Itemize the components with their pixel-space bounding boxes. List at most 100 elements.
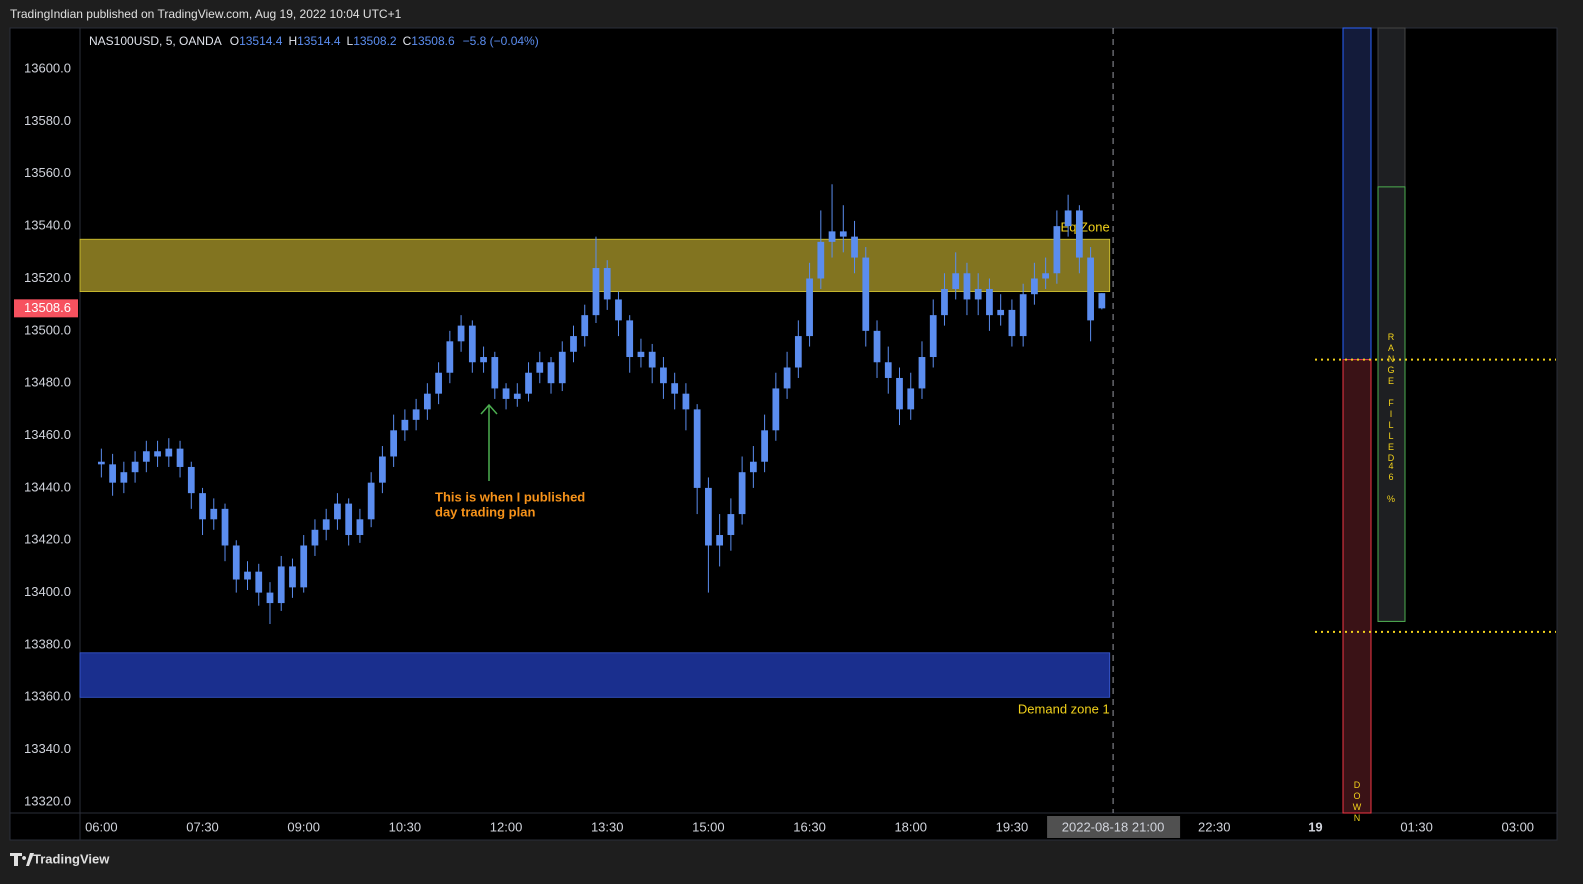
ohlc-letter: O — [230, 34, 239, 48]
candle-body — [547, 362, 555, 384]
ohlc-value: 13508.2 — [353, 34, 397, 48]
y-tick-label: 13460.0 — [24, 427, 71, 442]
candle-body — [232, 545, 240, 580]
candle-body — [289, 566, 296, 588]
candle-body — [761, 430, 768, 462]
down-label: DOWN — [1352, 780, 1362, 824]
candle-body — [120, 472, 128, 483]
x-tick-label: 19:30 — [996, 819, 1029, 834]
zone — [79, 652, 1111, 698]
y-tick-label: 13480.0 — [24, 375, 71, 390]
candle-body — [817, 241, 825, 279]
candle-body — [131, 461, 139, 473]
candle-body — [480, 357, 487, 363]
annotation: day trading plan — [435, 504, 535, 519]
candle-body — [277, 566, 285, 604]
candle-body — [502, 388, 510, 399]
last-price-label: 13508.6 — [24, 300, 71, 315]
y-tick-label: 13440.0 — [24, 479, 71, 494]
brand-logo — [10, 853, 34, 866]
candle-body — [367, 482, 375, 520]
candle-body — [918, 357, 926, 389]
candle-body — [468, 325, 476, 363]
candle-body — [401, 419, 409, 431]
y-tick-label: 13580.0 — [24, 113, 71, 128]
candle-body — [1075, 210, 1083, 258]
candle-body — [457, 325, 465, 342]
candle-body — [165, 448, 173, 457]
ohlc-value: 13514.4 — [297, 34, 341, 48]
candle-body — [1098, 293, 1106, 309]
ohlc-value: 13508.6 — [411, 34, 455, 48]
candle-body — [446, 341, 454, 373]
candle-body — [1064, 210, 1072, 227]
range-down-bar — [1342, 359, 1372, 814]
candle-body — [783, 367, 791, 389]
candle-body — [558, 351, 566, 384]
candle-body — [210, 508, 218, 520]
candle-body — [839, 231, 847, 237]
candle-body — [109, 464, 116, 483]
crosshair-label-bg — [1047, 816, 1181, 838]
x-tick-label: 18:00 — [894, 819, 927, 834]
candle-body — [491, 357, 499, 389]
ohlc-letter: H — [288, 34, 297, 48]
candle-body — [412, 409, 420, 420]
ohlc-value: 13514.4 — [239, 34, 283, 48]
y-tick-label: 13420.0 — [24, 532, 71, 547]
candle-body — [997, 309, 1005, 316]
range-label: RANGE FILLED — [1386, 332, 1396, 464]
candle-body — [693, 409, 701, 488]
y-tick-label: 13540.0 — [24, 218, 71, 233]
brand: TradingView — [33, 851, 110, 866]
symbol: NAS100USD, 5, OANDA — [89, 34, 222, 48]
y-tick-label: 13320.0 — [24, 793, 71, 808]
candle-body — [851, 236, 858, 258]
candle-body — [187, 466, 195, 494]
candle-body — [884, 362, 892, 378]
candle-body — [356, 519, 364, 536]
x-tick-label: 16:30 — [793, 819, 826, 834]
candle-body — [738, 472, 746, 515]
x-tick-label: 13:30 — [591, 819, 624, 834]
candle-body — [929, 315, 937, 358]
candle-body — [1042, 273, 1050, 279]
y-tick-label: 13500.0 — [24, 322, 71, 337]
y-tick-label: 13600.0 — [24, 61, 71, 76]
plot-area: Eq Zone Demand zone 1 — [79, 28, 1114, 813]
candle-body — [97, 461, 105, 465]
candle-body — [570, 336, 577, 352]
y-tick-label: 13560.0 — [24, 165, 71, 180]
candle-body — [660, 367, 667, 384]
candle-body — [423, 393, 431, 410]
candle-body — [311, 529, 319, 546]
candle-body — [390, 430, 398, 457]
x-tick-label: 22:30 — [1198, 819, 1231, 834]
annotation: This is when I published — [435, 489, 585, 504]
x-tick-label: 01:30 — [1400, 819, 1433, 834]
candle-body — [974, 288, 982, 300]
candle-body — [345, 503, 353, 536]
candle-body — [1087, 257, 1094, 321]
candle-body — [705, 487, 712, 546]
candle-body — [266, 592, 274, 604]
candle-body — [615, 299, 622, 321]
candle-body — [379, 456, 386, 483]
candle-body — [435, 372, 442, 394]
x-tick-label: 19 — [1308, 819, 1322, 834]
candle-body — [300, 545, 308, 588]
candle-body — [794, 336, 802, 368]
range-percent: 46 % — [1386, 461, 1396, 505]
candle-body — [727, 514, 735, 536]
ohlc-letter: C — [403, 34, 412, 48]
candle-body — [873, 330, 881, 363]
zone-label: Demand zone 1 — [1018, 702, 1110, 717]
candle-body — [154, 451, 161, 457]
candle-body — [513, 393, 521, 399]
candle-body — [828, 231, 836, 242]
candle-body — [199, 493, 206, 520]
x-tick-label: 15:00 — [692, 819, 725, 834]
candle-body — [907, 388, 915, 410]
y-tick-label: 13380.0 — [24, 636, 71, 651]
